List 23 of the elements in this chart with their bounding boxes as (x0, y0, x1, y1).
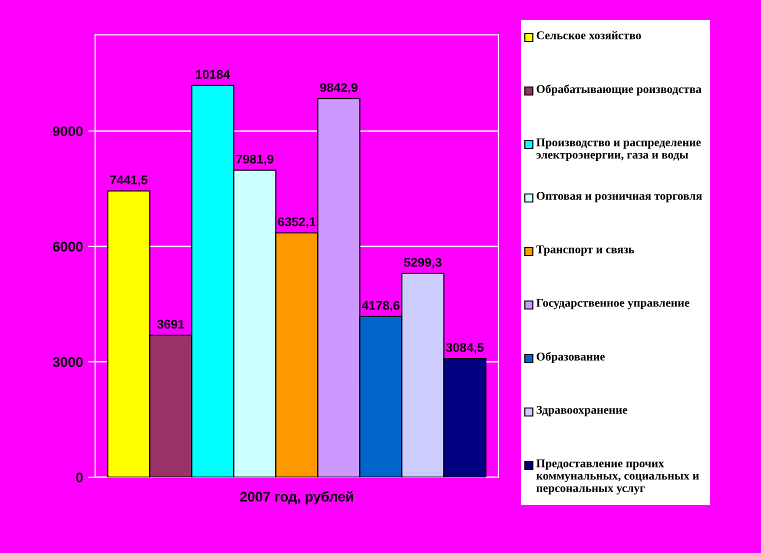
data-label: 7981,9 (236, 154, 274, 166)
data-label: 5299,3 (404, 258, 442, 269)
data-label: 7441,5 (110, 176, 148, 186)
legend-label: Обрабатывающие роизводства (536, 84, 702, 96)
data-label: 9842,9 (320, 83, 358, 94)
legend-label: Образование (536, 352, 605, 363)
legend-label: Транспорт и связь (536, 245, 634, 256)
data-label: 6352,1 (278, 217, 316, 228)
data-label: 3084,5 (446, 343, 484, 354)
y-tick-label: 9000 (52, 126, 83, 136)
x-tick-label: 2007 год, рублей (240, 491, 353, 504)
data-label: 10184 (196, 70, 230, 79)
data-label: 3691 (157, 320, 184, 329)
legend-label: Государственное управление (536, 298, 690, 310)
legend-label: Здравоохранение (536, 406, 628, 416)
legend-label: Оптовая и розничная торговля (536, 192, 702, 202)
legend-label: Сельское хозяйство (536, 31, 641, 40)
data-label: 4178,6 (362, 301, 400, 312)
y-tick-label: 3000 (52, 357, 83, 368)
y-tick-label: 6000 (52, 242, 83, 252)
y-tick-label: 0 (76, 472, 83, 482)
legend-label: Предоставление прочих коммунальных, социальных и персональных услуг (536, 459, 699, 494)
legend-label: Производство и распределение электроэнергии, газа и воды (536, 138, 701, 162)
